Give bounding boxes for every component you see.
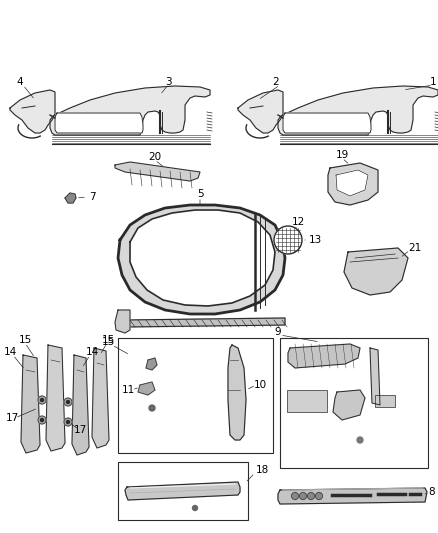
- Text: 14: 14: [4, 347, 17, 357]
- Bar: [287, 390, 327, 412]
- Polygon shape: [333, 390, 365, 420]
- Polygon shape: [92, 348, 109, 448]
- Polygon shape: [125, 482, 240, 500]
- Circle shape: [67, 421, 70, 424]
- Circle shape: [40, 399, 43, 401]
- Text: 20: 20: [148, 152, 162, 162]
- Polygon shape: [370, 348, 380, 405]
- Polygon shape: [238, 90, 283, 133]
- Polygon shape: [50, 86, 210, 135]
- Circle shape: [315, 492, 322, 499]
- Polygon shape: [328, 163, 378, 205]
- Text: 8: 8: [429, 487, 435, 497]
- Polygon shape: [65, 193, 76, 203]
- Polygon shape: [115, 162, 200, 181]
- Polygon shape: [288, 344, 360, 368]
- Polygon shape: [130, 210, 275, 306]
- Polygon shape: [115, 310, 130, 333]
- Text: 6: 6: [190, 290, 196, 300]
- Polygon shape: [55, 113, 143, 133]
- Circle shape: [292, 492, 299, 499]
- Text: 11: 11: [121, 385, 134, 395]
- Text: 15: 15: [18, 335, 32, 345]
- Text: 19: 19: [336, 150, 349, 160]
- Text: 17: 17: [5, 413, 19, 423]
- Bar: [118, 462, 248, 520]
- Circle shape: [64, 418, 72, 426]
- Circle shape: [64, 398, 72, 406]
- Polygon shape: [72, 355, 89, 455]
- Text: 12: 12: [291, 217, 304, 227]
- Text: 15: 15: [101, 335, 115, 345]
- Text: 21: 21: [408, 243, 422, 253]
- Text: 7: 7: [88, 192, 95, 202]
- Polygon shape: [278, 488, 427, 504]
- Polygon shape: [21, 355, 40, 453]
- Circle shape: [357, 437, 363, 443]
- Circle shape: [300, 492, 307, 499]
- Polygon shape: [283, 113, 371, 133]
- Text: 17: 17: [74, 425, 87, 435]
- Text: 18: 18: [255, 465, 268, 475]
- Polygon shape: [125, 318, 285, 327]
- Circle shape: [192, 505, 198, 511]
- Circle shape: [307, 492, 314, 499]
- Polygon shape: [118, 205, 285, 314]
- Text: 5: 5: [197, 189, 203, 199]
- Text: 9: 9: [275, 327, 281, 337]
- Polygon shape: [336, 170, 368, 196]
- Polygon shape: [146, 358, 157, 370]
- Bar: [280, 338, 428, 468]
- Text: 2: 2: [273, 77, 279, 87]
- Bar: [118, 338, 273, 453]
- Circle shape: [40, 418, 43, 422]
- Polygon shape: [138, 382, 155, 395]
- Circle shape: [149, 405, 155, 411]
- Bar: [375, 395, 395, 407]
- Text: 14: 14: [85, 347, 99, 357]
- Text: 4: 4: [17, 77, 23, 87]
- Polygon shape: [344, 248, 408, 295]
- Polygon shape: [10, 90, 55, 133]
- Text: 10: 10: [254, 380, 267, 390]
- Polygon shape: [228, 345, 246, 440]
- Text: 1: 1: [430, 77, 436, 87]
- Circle shape: [67, 400, 70, 403]
- Polygon shape: [278, 86, 438, 135]
- Text: 13: 13: [308, 235, 321, 245]
- Circle shape: [274, 226, 302, 254]
- Circle shape: [38, 396, 46, 404]
- Polygon shape: [46, 345, 65, 451]
- Circle shape: [38, 416, 46, 424]
- Text: 3: 3: [165, 77, 171, 87]
- Text: 15: 15: [101, 337, 115, 347]
